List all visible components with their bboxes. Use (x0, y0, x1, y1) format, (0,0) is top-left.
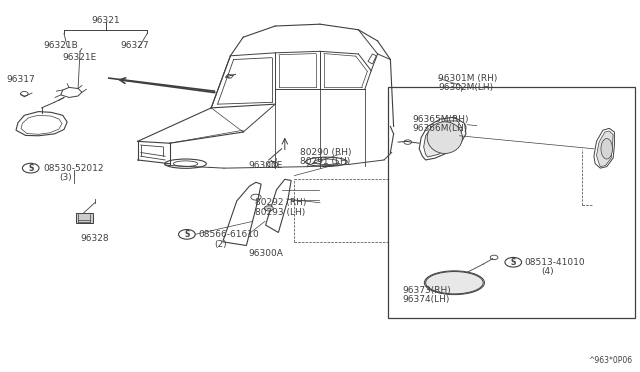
Polygon shape (76, 213, 93, 223)
Text: S: S (184, 230, 189, 239)
Text: 96321E: 96321E (63, 53, 97, 62)
Circle shape (264, 206, 273, 211)
Text: 08530-52012: 08530-52012 (44, 164, 104, 173)
Text: 96373(RH): 96373(RH) (402, 286, 451, 295)
Text: 08513-41010: 08513-41010 (525, 258, 586, 267)
Polygon shape (424, 121, 462, 157)
Text: 96317: 96317 (6, 76, 35, 84)
Text: (3): (3) (59, 173, 72, 182)
Ellipse shape (601, 139, 612, 159)
Text: 96321B: 96321B (44, 41, 78, 50)
Bar (388, 87, 635, 318)
Text: 96365M(RH): 96365M(RH) (413, 115, 469, 124)
Text: 80293 (LH): 80293 (LH) (255, 208, 305, 217)
Text: S: S (28, 164, 33, 173)
Text: (2): (2) (214, 240, 227, 248)
Text: 80290 (RH): 80290 (RH) (300, 148, 351, 157)
Text: 80292 (RH): 80292 (RH) (255, 198, 306, 207)
Text: 96301M (RH): 96301M (RH) (438, 74, 498, 83)
Text: 08566-61610: 08566-61610 (198, 230, 259, 239)
Text: 96328: 96328 (81, 234, 109, 243)
Ellipse shape (428, 122, 462, 154)
Ellipse shape (426, 272, 483, 294)
Text: 96374(LH): 96374(LH) (402, 295, 449, 304)
Text: 96321: 96321 (92, 16, 120, 25)
Text: 80291 (LH): 80291 (LH) (300, 157, 350, 166)
Text: (4): (4) (541, 267, 554, 276)
Text: S: S (511, 258, 516, 267)
Text: 96302M(LH): 96302M(LH) (438, 83, 493, 92)
Text: 96300A: 96300A (248, 249, 283, 258)
Text: 96366M(LH): 96366M(LH) (413, 124, 468, 133)
Text: 96327: 96327 (120, 41, 149, 50)
Polygon shape (596, 131, 613, 167)
Text: 96300E: 96300E (248, 161, 283, 170)
Text: ^963*0P06: ^963*0P06 (588, 356, 632, 365)
